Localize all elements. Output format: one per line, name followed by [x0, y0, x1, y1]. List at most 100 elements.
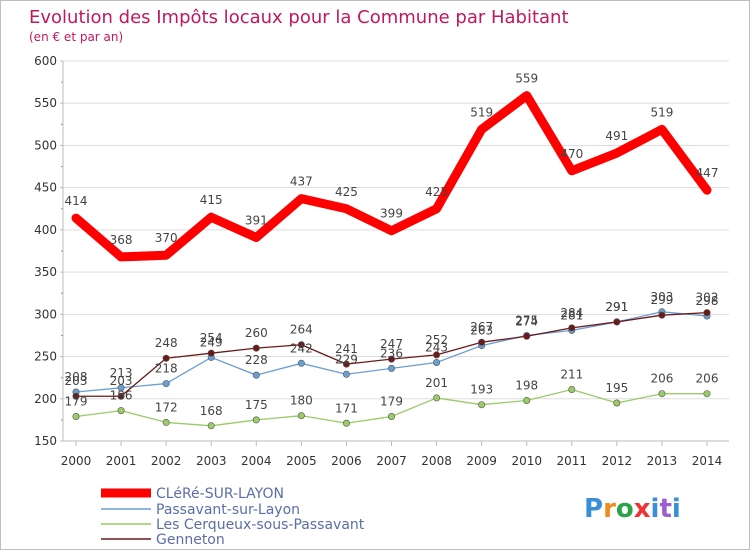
x-tick-label: 2013 [647, 454, 678, 468]
data-label: 260 [245, 326, 268, 340]
logo-letter: x [634, 494, 651, 524]
y-tick-label: 250 [34, 350, 57, 364]
data-label: 274 [515, 314, 538, 328]
data-point [433, 394, 441, 402]
data-point [433, 351, 441, 359]
data-label: 175 [245, 398, 268, 412]
logo-letter: t [659, 494, 671, 524]
proxiti-logo: Proxiti [584, 494, 681, 524]
data-label: 264 [290, 323, 313, 337]
data-point [703, 390, 711, 398]
data-point [252, 371, 260, 379]
data-label: 298 [696, 294, 719, 308]
y-tick-label: 450 [34, 181, 57, 195]
data-point [72, 392, 80, 400]
data-point [433, 358, 441, 366]
x-tick-label: 2004 [241, 454, 272, 468]
data-label: 243 [425, 340, 448, 354]
x-tick-label: 2009 [466, 454, 497, 468]
data-point [613, 399, 621, 407]
data-label: 302 [696, 291, 719, 305]
data-label: 206 [696, 372, 719, 386]
legend-label: Passavant-sur-Layon [156, 502, 300, 518]
data-point [252, 416, 260, 424]
x-tick-label: 2005 [286, 454, 317, 468]
data-label: 368 [110, 233, 133, 247]
data-point [342, 419, 350, 427]
data-point [207, 422, 215, 430]
data-point [297, 359, 305, 367]
data-point [252, 344, 260, 352]
y-tick-label: 350 [34, 265, 57, 279]
data-label: 186 [110, 389, 133, 403]
data-label: 241 [335, 342, 358, 356]
data-label: 415 [200, 193, 223, 207]
data-label: 267 [470, 320, 493, 334]
data-point [478, 338, 486, 346]
data-label: 559 [515, 72, 538, 86]
data-label: 195 [605, 381, 628, 395]
logo-letter: i [672, 494, 681, 524]
data-label: 291 [605, 300, 628, 314]
data-point [72, 413, 80, 421]
data-label: 248 [155, 336, 178, 350]
data-label: 203 [110, 374, 133, 388]
data-label: 218 [155, 362, 178, 376]
logo-text: Proxiti [584, 494, 681, 524]
data-point [342, 360, 350, 368]
y-tick-label: 150 [34, 434, 57, 448]
data-label: 236 [380, 346, 403, 360]
series-lines [71, 91, 712, 430]
series-line-0 [71, 91, 712, 262]
data-point [162, 418, 170, 426]
data-label: 447 [696, 166, 719, 180]
chart-title: Evolution des Impôts locaux pour la Comm… [29, 7, 569, 28]
data-label: 425 [425, 185, 448, 199]
data-label: 172 [155, 400, 178, 414]
data-label: 208 [65, 370, 88, 384]
y-tick-label: 200 [34, 392, 57, 406]
data-labels: 179 186 172 168 175 180 171 179 201 193 198 211 195 2… [65, 72, 719, 418]
data-point [387, 364, 395, 372]
data-label: 491 [605, 129, 628, 143]
data-label: 391 [245, 213, 268, 227]
data-point [117, 392, 125, 400]
data-label: 519 [470, 105, 493, 119]
x-tick-label: 2001 [106, 454, 137, 468]
data-point [162, 354, 170, 362]
x-tick-label: 2006 [331, 454, 362, 468]
data-label: 193 [470, 383, 493, 397]
data-point [568, 385, 576, 393]
data-point [658, 390, 666, 398]
data-label: 281 [560, 308, 583, 322]
legend-label: Les Cerqueux-sous-Passavant [156, 517, 365, 533]
data-label: 206 [650, 372, 673, 386]
y-tick-label: 500 [34, 138, 57, 152]
data-label: 519 [650, 105, 673, 119]
data-label: 437 [290, 175, 313, 189]
data-label: 179 [65, 395, 88, 409]
data-point [387, 355, 395, 363]
data-point [523, 396, 531, 404]
data-label: 284 [560, 306, 583, 320]
data-label: 247 [380, 337, 403, 351]
x-tick-label: 2008 [421, 454, 452, 468]
y-tick-label: 600 [34, 54, 57, 68]
x-tick-label: 2007 [376, 454, 407, 468]
data-label: 179 [380, 395, 403, 409]
data-point [523, 332, 531, 340]
data-point [297, 341, 305, 349]
data-label: 198 [515, 378, 538, 392]
data-label: 425 [335, 185, 358, 199]
data-point [117, 407, 125, 415]
data-point [568, 324, 576, 332]
chart-subtitle: (en € et par an) [29, 30, 123, 44]
data-label: 470 [560, 147, 583, 161]
y-tick-label: 400 [34, 223, 57, 237]
data-label: 252 [425, 333, 448, 347]
data-label: 370 [155, 231, 178, 245]
data-label: 275 [515, 313, 538, 327]
data-label: 263 [470, 324, 493, 338]
logo-letter: P [584, 494, 603, 524]
